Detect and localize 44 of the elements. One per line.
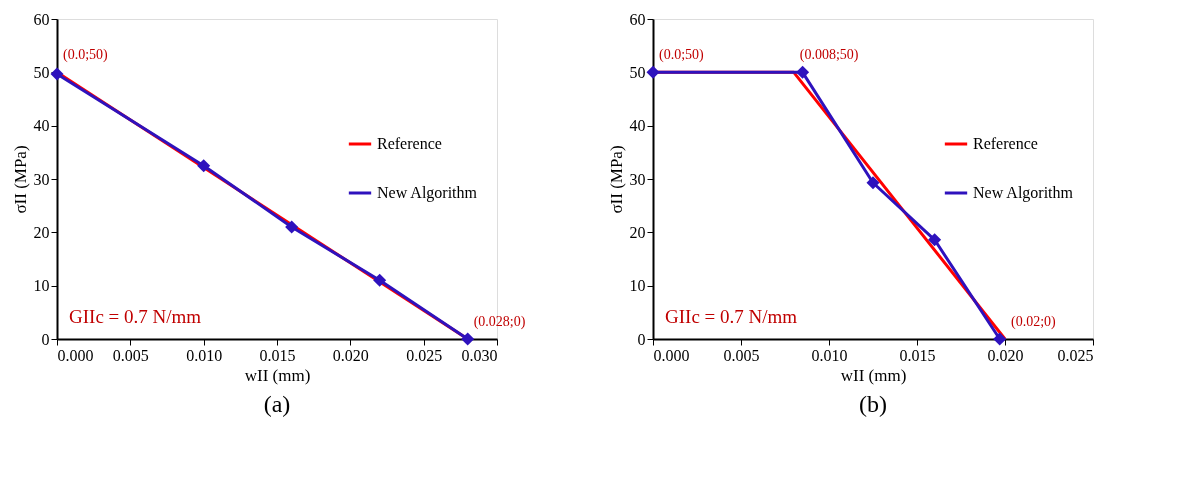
legend-label: Reference [377,135,442,152]
y-tick-label: 30 [33,170,50,188]
y-axis-title: σII (MPa) [10,145,30,214]
annotation: (0.0;50) [659,47,705,64]
y-tick-label: 40 [629,117,646,135]
y-tick-label: 20 [33,223,50,241]
y-tick-label: 0 [637,330,646,348]
text: (a) [263,391,291,417]
annotation: (0.0;50) [63,47,109,64]
y-tick-label: 0 [41,330,50,348]
x-tick-label: 0.020 [987,346,1024,364]
x-tick-label: 0.020 [332,346,369,364]
annotation: (0.02;0) [1011,314,1057,330]
y-axis-title: σII (MPa) [606,145,626,214]
y-tick-label: 50 [33,63,50,81]
y-tick-label: 60 [629,10,646,28]
x-tick-label: 0.000 [57,346,94,364]
y-tick-label: 40 [33,117,50,135]
y-tick-label: 50 [629,63,646,81]
x-tick-label: 0.025 [406,346,443,364]
y-tick-label: 10 [629,277,646,295]
x-axis-title: wII (mm) [244,365,311,385]
legend-label: Reference [973,135,1038,152]
x-tick-label: 0.000 [653,346,690,364]
y-tick-label: 30 [629,170,646,188]
y-tick-label: 20 [629,223,646,241]
text: (b) [859,391,887,417]
annotation: GIIc = 0.7 N/mm [665,306,798,327]
x-tick-label: 0.025 [1057,346,1094,364]
x-tick-label: 0.015 [899,346,936,364]
x-tick-label: 0.015 [259,346,296,364]
annotation: GIIc = 0.7 N/mm [69,306,202,327]
legend-label: New Algorithm [973,184,1074,202]
x-tick-label: 0.010 [811,346,848,364]
x-tick-label: 0.005 [112,346,149,364]
x-tick-label: 0.005 [723,346,760,364]
annotation: (0.008;50) [799,47,859,64]
annotation: (0.028;0) [473,314,526,330]
x-tick-label: 0.010 [186,346,223,364]
y-tick-label: 60 [33,10,50,28]
x-axis-title: wII (mm) [840,365,907,385]
x-tick-label: 0.030 [461,346,498,364]
legend-label: New Algorithm [377,184,478,202]
y-tick-label: 10 [33,277,50,295]
